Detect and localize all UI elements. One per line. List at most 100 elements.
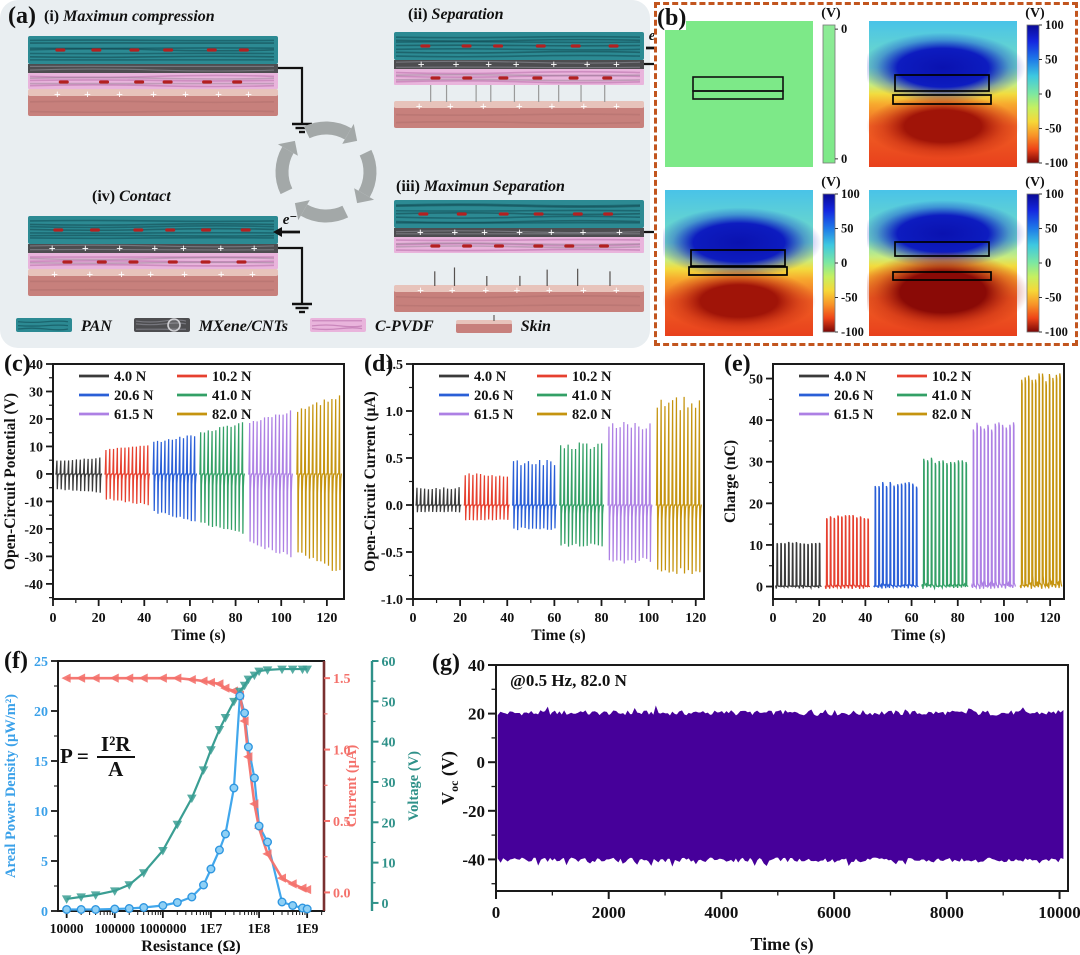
power-marker bbox=[158, 901, 168, 911]
power-marker bbox=[220, 829, 230, 839]
colorbar-unit: (V) bbox=[821, 6, 841, 21]
state-ii-num: (ii) bbox=[408, 6, 428, 23]
colorbar-unit: (V) bbox=[821, 175, 841, 190]
plus-charge: + bbox=[116, 87, 123, 101]
legend-entry: 61.5 N bbox=[474, 407, 514, 423]
voltage-marker bbox=[277, 665, 287, 675]
legend-item-cpvdf: C-PVDF bbox=[310, 315, 434, 340]
svg-text:10: 10 bbox=[34, 805, 48, 820]
series-61.5-N bbox=[971, 422, 1017, 590]
plus-charge: + bbox=[449, 283, 456, 297]
svg-text:100000: 100000 bbox=[95, 921, 136, 936]
svg-text:60: 60 bbox=[382, 655, 396, 670]
colorbar-tick: 0 bbox=[841, 256, 847, 270]
pan-swatch-svg bbox=[16, 317, 72, 332]
colorbar-tick: -50 bbox=[1045, 291, 1062, 305]
series-10.2-N bbox=[824, 514, 871, 590]
sim-max-separation: (V) 100 50 0 -50 -100 bbox=[857, 174, 1072, 342]
chart-open-circuit-potential: (c) -40 -30 -20 -10 0 10 20 30 40 0 20 40 60 80 100 120… bbox=[0, 350, 360, 645]
formula-fraction: I²R A bbox=[96, 733, 135, 780]
state-i-text: Maximun compression bbox=[63, 8, 215, 25]
svg-text:20: 20 bbox=[29, 413, 43, 428]
series-82.0-N bbox=[655, 396, 702, 575]
panel-a-label: (a) bbox=[8, 3, 36, 29]
current-marker bbox=[205, 677, 215, 688]
legend-entry: 82.0 N bbox=[932, 407, 972, 423]
power-marker bbox=[214, 845, 224, 855]
plus-charge: + bbox=[613, 57, 620, 71]
svg-text:0: 0 bbox=[410, 611, 417, 626]
voltage-axis-title: Voltage (V) bbox=[406, 751, 422, 821]
svg-text:60: 60 bbox=[183, 611, 197, 626]
current-marker bbox=[220, 683, 230, 693]
chart-charge: (e) 0 10 20 30 40 50 0 20 40 60 80 100 120 Time (s) Ch… bbox=[720, 350, 1080, 645]
voltage-marker bbox=[172, 820, 183, 830]
svg-text:-20: -20 bbox=[24, 523, 43, 538]
legend-entry: 4.0 N bbox=[474, 369, 507, 385]
plus-charge: + bbox=[453, 57, 460, 71]
plus-charge: + bbox=[215, 87, 222, 101]
svg-text:20: 20 bbox=[453, 611, 467, 626]
colorbar bbox=[822, 193, 836, 333]
svg-text:-1.0: -1.0 bbox=[381, 593, 403, 608]
pan-swatch bbox=[16, 315, 74, 340]
series-82.0-N bbox=[1019, 373, 1063, 589]
legend-item-skin: Skin bbox=[455, 314, 551, 340]
svg-text:40: 40 bbox=[749, 414, 763, 429]
series-61.5-N bbox=[248, 410, 293, 558]
legend-entry: 82.0 N bbox=[212, 407, 252, 423]
current-marker bbox=[239, 716, 249, 726]
x-axis-title: Resistance (Ω) bbox=[141, 938, 240, 955]
chart-c-plot: -40 -30 -20 -10 0 10 20 30 40 0 20 40 60 80 100 120 Time… bbox=[2, 358, 345, 644]
svg-text:1000000: 1000000 bbox=[139, 921, 187, 936]
voltage-marker bbox=[76, 893, 86, 902]
voltage-marker bbox=[90, 891, 101, 900]
plus-charge: + bbox=[182, 87, 189, 101]
panel-a-mechanism: (a) (i) Maximun compression (ii) Separatio… bbox=[0, 0, 678, 348]
plus-charge: + bbox=[249, 267, 256, 281]
svg-text:0: 0 bbox=[36, 468, 43, 483]
series-82.0-N bbox=[296, 395, 342, 571]
svg-text:0: 0 bbox=[492, 903, 501, 922]
plus-charge: + bbox=[482, 283, 489, 297]
chart-g-plot: -40 -20 0 20 40 0 2000 4000 6000 8000 10000 Time (s… bbox=[438, 656, 1080, 955]
voltage-marker bbox=[138, 869, 149, 878]
pan-label: PAN bbox=[81, 318, 112, 335]
plus-charge: + bbox=[548, 225, 555, 239]
current-marker bbox=[90, 673, 100, 683]
power-marker bbox=[302, 904, 312, 914]
colorbar-tick: 0 bbox=[1045, 87, 1051, 101]
legend-entry: 20.6 N bbox=[834, 388, 874, 404]
svg-text:25: 25 bbox=[34, 655, 48, 670]
svg-text:20: 20 bbox=[749, 497, 763, 512]
plus-charge: + bbox=[181, 267, 188, 281]
plus-charge: + bbox=[51, 267, 58, 281]
series-10.2-N bbox=[463, 473, 510, 521]
legend-item-pan: PAN bbox=[16, 315, 112, 340]
current-marker bbox=[276, 873, 287, 883]
svg-text:20: 20 bbox=[812, 611, 826, 626]
plus-charge: + bbox=[150, 87, 157, 101]
power-marker bbox=[249, 773, 259, 783]
legend-entry: 10.2 N bbox=[212, 369, 252, 385]
voc-band bbox=[497, 705, 1064, 867]
schematic-max-compression: + + + + + + + bbox=[26, 30, 316, 141]
colorbar-unit: (V) bbox=[1025, 175, 1045, 190]
svg-text:1E9: 1E9 bbox=[296, 921, 319, 936]
svg-text:100: 100 bbox=[271, 611, 292, 626]
power-marker bbox=[124, 904, 134, 914]
plus-charge: + bbox=[549, 99, 556, 113]
plus-charge: + bbox=[546, 283, 553, 297]
current-marker bbox=[172, 673, 182, 683]
panel-b-simulation: (V) 0 0 (V) 100 50 0 -50 -100 (V) 100 50 0 -50 -100 … bbox=[654, 2, 1078, 346]
voltage-marker bbox=[262, 666, 273, 675]
plus-charge: + bbox=[418, 57, 425, 71]
power-marker bbox=[235, 691, 245, 701]
panel-g-label: (g) bbox=[432, 650, 460, 676]
svg-text:2000: 2000 bbox=[592, 903, 626, 922]
plus-charge: + bbox=[550, 57, 557, 71]
svg-text:0.5: 0.5 bbox=[386, 452, 404, 467]
y-axis-title: Open-Circuit Potential (V) bbox=[2, 393, 19, 570]
skin-swatch-svg bbox=[455, 314, 512, 333]
series-41.0-N bbox=[559, 442, 605, 547]
